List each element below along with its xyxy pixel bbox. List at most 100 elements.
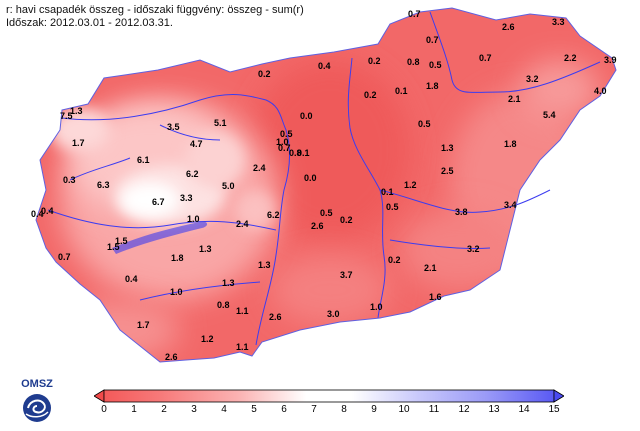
- colorbar-tick: 14: [518, 404, 530, 415]
- station-value: 3.5: [167, 122, 180, 132]
- station-value: 0.0: [304, 173, 317, 183]
- sio-river: [47, 209, 277, 231]
- station-value: 1.3: [70, 106, 83, 116]
- omsz-logo-text: OMSZ: [21, 378, 53, 390]
- colorbar-tick: 7: [311, 404, 317, 415]
- station-value: 1.8: [426, 81, 439, 91]
- map-header: r: havi csapadék összeg - időszaki függv…: [6, 4, 304, 30]
- station-value: 0.2: [364, 90, 377, 100]
- map-title: r: havi csapadék összeg - időszaki függv…: [6, 4, 304, 16]
- raba-river: [69, 157, 131, 181]
- maros-river: [389, 239, 491, 249]
- station-value: 1.2: [404, 180, 417, 190]
- station-value: 0.8: [217, 300, 230, 310]
- station-value: 3.9: [604, 55, 617, 65]
- station-value: 3.3: [180, 193, 193, 203]
- station-value: 3.2: [467, 244, 480, 254]
- colorbar-tick: 8: [341, 404, 347, 415]
- station-value: 2.6: [311, 221, 324, 231]
- colorbar-tick: 15: [548, 404, 560, 415]
- station-value: 0.4: [125, 274, 138, 284]
- station-value: 1.6: [429, 292, 442, 302]
- marcal-river: [159, 124, 221, 141]
- station-value: 4.7: [190, 139, 203, 149]
- station-value: 0.4: [31, 209, 44, 219]
- station-value: 1.2: [201, 334, 214, 344]
- station-value: 1.8: [504, 139, 517, 149]
- station-value: 2.1: [424, 263, 437, 273]
- station-value: 2.6: [502, 22, 515, 32]
- colorbar-tick: 11: [428, 404, 440, 415]
- station-value: 1.0: [187, 214, 200, 224]
- station-value: 1.3: [441, 143, 454, 153]
- station-value: 0.8: [407, 57, 420, 67]
- colorbar-tick: 4: [221, 404, 227, 415]
- colorbar-tick: 1: [131, 404, 137, 415]
- station-value: 0.7: [58, 252, 71, 262]
- station-value: 0.2: [388, 255, 401, 265]
- station-value: 0.1: [395, 86, 408, 96]
- danube-river: [61, 94, 291, 346]
- station-value: 0.4: [41, 206, 54, 216]
- station-value: 1.3: [258, 260, 271, 270]
- colorbar-tick: 13: [488, 404, 500, 415]
- drava-tributary: [139, 281, 261, 301]
- colorbar-tick: 12: [458, 404, 470, 415]
- station-value: 3.8: [455, 207, 468, 217]
- station-value: 0.7: [408, 9, 421, 19]
- station-value: 0.3: [63, 175, 76, 185]
- station-value: 0.5: [386, 202, 399, 212]
- station-value: 0.2: [258, 69, 271, 79]
- station-value: 0.0: [300, 111, 313, 121]
- colorbar-tick: 2: [161, 404, 167, 415]
- station-value: 0.7: [426, 35, 439, 45]
- colorbar-tick: 9: [371, 404, 377, 415]
- station-value: 1.0: [170, 287, 183, 297]
- station-value: 1.7: [72, 138, 85, 148]
- station-value: 0.5: [320, 208, 333, 218]
- colorbar-ticks: 0 1 2 3 4 5 6 7 8 9 10 11 12 13 14 15: [0, 404, 640, 420]
- station-value: 6.2: [267, 210, 280, 220]
- station-value: 3.3: [552, 17, 565, 27]
- station-value: 0.2: [368, 56, 381, 66]
- station-value: 2.4: [236, 219, 249, 229]
- station-value: 0.5: [280, 129, 293, 139]
- colorbar: [94, 389, 564, 403]
- station-value: 6.7: [152, 197, 165, 207]
- colorbar-tick: 3: [191, 404, 197, 415]
- station-value: 0.5: [418, 119, 431, 129]
- station-value: 1.0: [370, 302, 383, 312]
- station-value: 5.1: [214, 118, 227, 128]
- station-value: 0.7: [479, 53, 492, 63]
- station-value: 1.7: [137, 320, 150, 330]
- station-value: 5.4: [543, 110, 556, 120]
- colorbar-tick: 10: [398, 404, 410, 415]
- colorbar-tick: 0: [101, 404, 107, 415]
- station-value: 7.5: [60, 111, 73, 121]
- station-value: 1.3: [199, 244, 212, 254]
- station-value: 2.5: [441, 166, 454, 176]
- station-value: 6.2: [186, 169, 199, 179]
- station-value: 1.1: [236, 342, 249, 352]
- omsz-logo: OMSZ: [14, 378, 60, 426]
- station-value: 0.8: [289, 148, 302, 158]
- station-value: 0.5: [429, 60, 442, 70]
- station-value: 6.1: [137, 155, 150, 165]
- tisza-river: [347, 57, 386, 319]
- colorbar-tick: 6: [281, 404, 287, 415]
- colorbar-tick: 5: [251, 404, 257, 415]
- station-value: 1.8: [171, 253, 184, 263]
- station-value: 6.3: [97, 180, 110, 190]
- balaton-lake: [112, 221, 208, 254]
- station-value: 2.1: [508, 94, 521, 104]
- station-value: 1.3: [222, 278, 235, 288]
- station-value: 4.0: [594, 86, 607, 96]
- station-value: 3.7: [340, 270, 353, 280]
- station-value: 2.6: [269, 312, 282, 322]
- station-value: 2.6: [165, 352, 178, 362]
- station-value: 0.1: [381, 187, 394, 197]
- station-value: 0.1: [297, 148, 310, 158]
- map-period: Időszak: 2012.03.01 - 2012.03.31.: [6, 17, 173, 29]
- station-labels: 0.7 2.6 3.3 0.7 2.2 3.9 0.4 0.2 0.8 0.5 …: [31, 9, 617, 362]
